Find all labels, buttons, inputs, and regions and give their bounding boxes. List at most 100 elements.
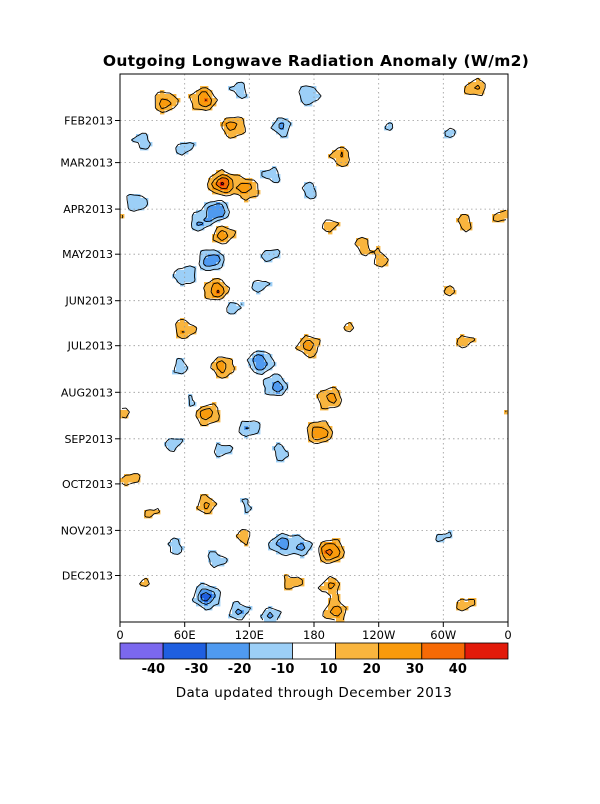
anomaly-cell [324,610,333,615]
anomaly-cell [212,190,225,195]
anomaly-cell [320,554,325,559]
contour-line-neg10 [126,81,456,621]
anomaly-cell [308,422,329,427]
anomaly-cell [176,326,197,331]
anomaly-cell [224,190,229,195]
anomaly-cell [220,202,229,207]
anomaly-cell [228,86,245,91]
anomaly-cell [492,214,509,219]
anomaly-cell [280,122,285,127]
anomaly-cell [336,162,349,167]
anomaly-cell [232,178,253,183]
anomaly-cell [140,582,149,587]
anomaly-cell [224,366,237,371]
x-tick-label: 180 [303,628,325,642]
anomaly-cell [228,126,237,131]
anomaly-cell [344,150,349,155]
anomaly-cell [304,190,317,195]
anomaly-cell [240,182,253,187]
anomaly-cell [216,374,229,379]
anomaly-cell [212,366,217,371]
anomaly-cell [192,106,213,111]
anomaly-cell [332,610,341,615]
anomaly-cell [224,206,229,211]
anomaly-cell [240,422,261,427]
anomaly-cell [200,498,213,503]
anomaly-cell [288,546,297,551]
anomaly-cell [280,546,289,551]
colorbar: -40 -30 -20 -10 10 20 30 40 [119,642,509,677]
anomaly-cell [212,218,221,223]
anomaly-cell [208,558,229,563]
anomaly-cell [320,546,341,551]
anomaly-cell [248,190,261,195]
anomaly-cell [268,546,281,551]
anomaly-cell [196,410,201,415]
anomaly-cell [256,370,265,375]
x-tick-label: 60W [430,628,456,642]
anomaly-cell [216,446,233,451]
anomaly-cell [252,366,257,371]
y-tick-label: NOV2013 [61,524,113,537]
y-tick-label: FEB2013 [64,115,113,128]
colorbar-label: -20 [228,662,252,677]
colorbar-swatch [248,642,293,660]
anomaly-cell [280,126,285,131]
anomaly-cell [196,414,201,419]
anomaly-cell [276,454,289,459]
anomaly-cell [312,346,317,351]
anomaly-cell [340,606,349,611]
anomaly-cell [212,410,221,415]
anomaly-cell [304,350,317,355]
y-axis: FEB2013 MAR2013 APR2013 MAY2013 JUN2013 JUL20… [60,115,120,583]
anomaly-cell [212,362,217,367]
anomaly-cell [464,90,485,95]
x-axis: 0 60E 120E 180 120W 60W 0 [116,622,512,642]
anomaly-cell [460,334,465,339]
contour-line-30 [205,99,333,556]
anomaly-cell [280,538,289,543]
anomaly-cell [180,282,185,287]
anomaly-cell [320,402,341,407]
anomaly-cell [284,122,293,127]
anomaly-cell [212,282,221,287]
anomaly-cell [480,86,485,91]
anomaly-cell [384,126,393,131]
anomaly-cell [200,258,205,263]
anomaly-cell [436,538,445,543]
anomaly-cell [228,186,233,191]
anomaly-cell [376,254,385,259]
anomaly-cell [204,286,213,291]
anomaly-cell [196,590,201,595]
anomaly-cell [280,382,289,387]
anomaly-cell [176,330,181,335]
anomaly-cell [332,538,341,543]
anomaly-cell [320,406,329,411]
anomaly-cell [200,418,221,423]
anomaly-cell [212,594,217,599]
anomaly-cell [164,442,181,447]
anomaly-cell [212,98,217,103]
anomaly-cell [224,286,229,291]
anomaly-cell [192,226,205,231]
anomaly-cell [236,186,253,191]
colorbar-label: -40 [142,662,166,677]
anomaly-cell [296,346,305,351]
x-tick-label: 0 [116,628,123,642]
anomaly-cell [360,246,369,251]
colorbar-label: 40 [449,662,467,677]
anomaly-cell [216,230,221,235]
anomaly-cell [224,362,233,367]
anomaly-cell [128,206,145,211]
anomaly-cell [272,382,281,387]
anomaly-cell [176,358,185,363]
anomaly-cell [232,606,253,611]
anomaly-cell [240,538,249,543]
anomaly-cell [264,378,285,383]
anomaly-cell [328,394,337,399]
anomaly-cell [240,194,257,199]
anomaly-cell [336,614,341,619]
colorbar-swatch [335,642,380,660]
anomaly-cell [192,102,201,107]
anomaly-cell [500,210,509,215]
